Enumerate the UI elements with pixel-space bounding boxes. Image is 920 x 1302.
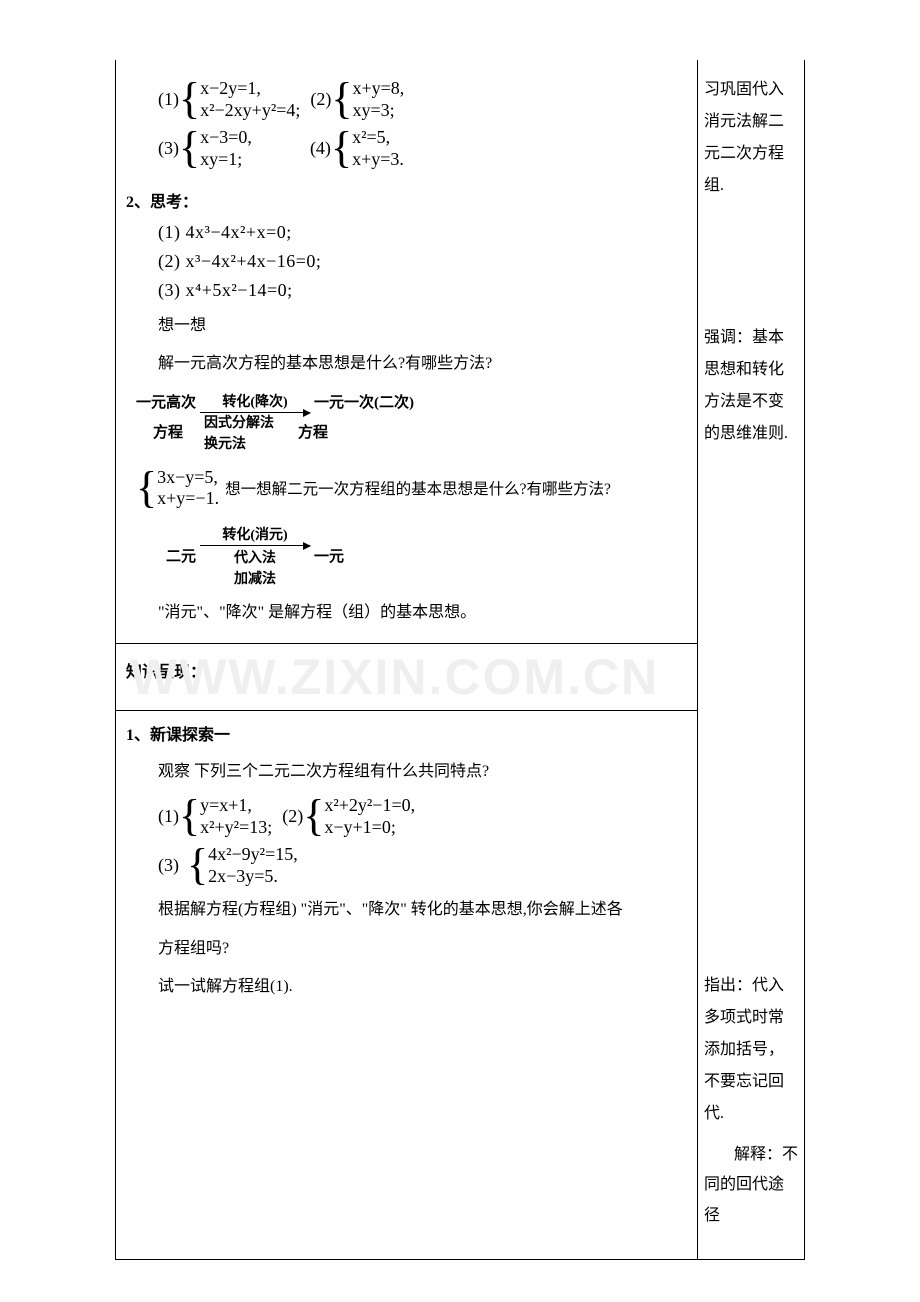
equation-row-b2: (3) { 4x²−9y²=15, 2x−3y=5.	[158, 844, 687, 887]
diag1-right-bot: 方程	[298, 421, 328, 442]
think-header: 2、思考：	[126, 188, 687, 212]
eq-line: 4x²−9y²=15,	[208, 844, 298, 866]
brace-icon: {	[303, 801, 324, 832]
para-1: 根据解方程(方程组) "消元"、"降次" 转化的基本思想,你会解上述各	[158, 895, 687, 925]
main-column: (1) { x−2y=1, x²−2xy+y²=4; (2) { x+y=8, …	[116, 60, 698, 1259]
diag2-arrow-bot2: 加减法	[234, 568, 276, 588]
diag1-arrow-top: 转化(降次)	[222, 391, 287, 411]
eq-group-2: (2) { x+y=8, xy=3;	[310, 78, 404, 121]
system-2: { 3x−y=5, x+y=−1. 想一想解二元一次方程组的基本思想是什么?有哪…	[136, 467, 687, 510]
side-note-3: 指出：代入多项式时常添加括号，不要忘记回代.	[704, 970, 798, 1130]
sys2-l1: 3x−y=5,	[157, 467, 219, 489]
eq-line: xy=1;	[200, 149, 252, 171]
question-1: 解一元高次方程的基本思想是什么?有哪些方法?	[158, 351, 687, 377]
observe-text: 观察 下列三个二元二次方程组有什么共同特点?	[158, 759, 687, 785]
side-note-4b: 同的回代途径	[704, 1170, 798, 1231]
eq-num: (3)	[158, 138, 179, 159]
eq-num: (2)	[310, 89, 331, 110]
eq-group-3: (3) { x−3=0, xy=1;	[158, 127, 252, 170]
conclusion: "消元"、"降次" 是解方程（组）的基本思想。	[158, 600, 687, 626]
arrow-icon: 转化(消元) 代入法 加减法	[200, 524, 310, 588]
brace-icon: {	[179, 801, 200, 832]
diagram-1: 一元高次 转化(降次) 一元一次(二次) 方程 因式分解法 换元法	[136, 391, 687, 453]
diag1-arrow-bot2: 换元法	[204, 433, 246, 453]
brace-icon: {	[179, 84, 200, 115]
diag2-right: 一元	[314, 545, 344, 566]
eq-line: x−2y=1,	[200, 78, 300, 100]
eq-group-1: (1) { x−2y=1, x²−2xy+y²=4;	[158, 78, 300, 121]
brace-icon: {	[187, 850, 208, 881]
think-item-1: (1) 4x³−4x²+x=0;	[158, 222, 687, 243]
diag2-arrow-bot1: 代入法	[234, 547, 276, 567]
brace-icon: {	[136, 473, 157, 504]
diag2-arrow-top: 转化(消元)	[222, 524, 287, 544]
eq-group-b2: (2) { x²+2y²−1=0, x−y+1=0;	[282, 795, 415, 838]
diagram-2: 二元 转化(消元) 代入法 加减法 一元	[166, 524, 687, 588]
eq-line: x−y+1=0;	[324, 817, 415, 839]
eq-num: (2)	[282, 806, 303, 827]
eq-group-b1: (1) { y=x+1, x²+y²=13;	[158, 795, 272, 838]
diag1-arrow-bot1: 因式分解法	[204, 412, 274, 432]
equation-row-2: (3) { x−3=0, xy=1; (4) { x²=5, x+y=3.	[158, 127, 687, 170]
eq-line: x²−2xy+y²=4;	[200, 100, 300, 122]
brace-icon: {	[331, 84, 352, 115]
equation-row-b1: (1) { y=x+1, x²+y²=13; (2) { x²+2y²−1=0,…	[158, 795, 687, 838]
brace-icon: {	[179, 133, 200, 164]
eq-line: x+y=8,	[353, 78, 405, 100]
eq-line: x²=5,	[352, 127, 404, 149]
eq-num: (1)	[158, 806, 179, 827]
side-note-2: 强调：基本思想和转化方法是不变的思维准则.	[704, 322, 798, 450]
diag1-right-top: 一元一次(二次)	[314, 391, 414, 412]
eq-group-b3: (3) { 4x²−9y²=15, 2x−3y=5.	[158, 844, 298, 887]
diag1-left-bot: 方程	[153, 421, 183, 442]
section-2-header: 知识呈现：	[116, 644, 687, 692]
eq-line: x−3=0,	[200, 127, 252, 149]
eq-line: 2x−3y=5.	[208, 866, 298, 888]
arrow-icon: 转化(降次)	[200, 391, 310, 413]
page-container: (1) { x−2y=1, x²−2xy+y²=4; (2) { x+y=8, …	[115, 60, 805, 1260]
eq-line: x²+2y²−1=0,	[324, 795, 415, 817]
equation-row-1: (1) { x−2y=1, x²−2xy+y²=4; (2) { x+y=8, …	[158, 78, 687, 121]
think-prompt: 想一想	[158, 313, 687, 339]
para-2: 试一试解方程组(1).	[158, 972, 687, 1002]
eq-line: x²+y²=13;	[200, 817, 272, 839]
eq-line: xy=3;	[353, 100, 405, 122]
eq-num: (3)	[158, 855, 179, 876]
eq-line: x+y=3.	[352, 149, 404, 171]
diag1-left-top: 一元高次	[136, 391, 196, 412]
think-item-2: (2) x³−4x²+4x−16=0;	[158, 251, 687, 272]
eq-group-4: (4) { x²=5, x+y=3.	[310, 127, 404, 170]
eq-num: (1)	[158, 89, 179, 110]
explore-header: 1、新课探索一	[116, 711, 687, 751]
think-item-3: (3) x⁴+5x²−14=0;	[158, 280, 687, 301]
side-column: 习巩固代入消元法解二元二次方程组. 强调：基本思想和转化方法是不变的思维准则. …	[698, 60, 804, 1259]
side-note-4a: 解释：不	[704, 1140, 798, 1170]
diag2-left: 二元	[166, 545, 196, 566]
eq-line: y=x+1,	[200, 795, 272, 817]
para-1b: 方程组吗?	[158, 934, 687, 964]
sys2-l2: x+y=−1.	[157, 488, 219, 510]
eq-num: (4)	[310, 138, 331, 159]
brace-icon: {	[331, 133, 352, 164]
question-2: 想一想解二元一次方程组的基本思想是什么?有哪些方法?	[225, 477, 611, 499]
side-note-1: 习巩固代入消元法解二元二次方程组.	[704, 74, 798, 202]
